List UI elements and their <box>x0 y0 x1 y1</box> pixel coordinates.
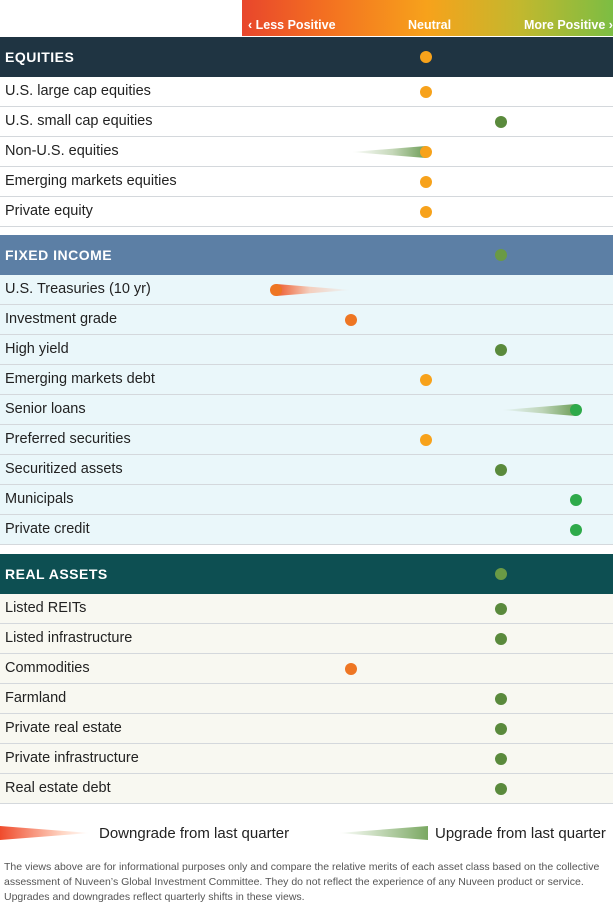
asset-row: Preferred securities <box>0 425 613 455</box>
asset-row: Listed infrastructure <box>0 624 613 654</box>
asset-row: Emerging markets equities <box>0 167 613 197</box>
rating-dot-1-5 <box>420 434 432 446</box>
sentiment-scale-bar <box>242 0 613 36</box>
asset-row: Securitized assets <box>0 455 613 485</box>
rating-dot-2-6 <box>495 783 507 795</box>
scale-neutral-label: Neutral <box>408 18 452 32</box>
legend-upgrade-label: Upgrade from last quarter <box>435 825 606 842</box>
asset-row: Municipals <box>0 485 613 515</box>
asset-row: Private infrastructure <box>0 744 613 774</box>
legend-downgrade-swatch <box>0 826 90 840</box>
rating-dot-0-2 <box>420 146 432 158</box>
rating-dot-0-3 <box>420 176 432 188</box>
asset-row: U.S. small cap equities <box>0 107 613 137</box>
section-header-2: REAL ASSETS <box>0 554 613 594</box>
legend-upgrade-swatch <box>338 826 428 840</box>
asset-row: Private real estate <box>0 714 613 744</box>
footnote: The views above are for informational pu… <box>4 861 600 903</box>
rating-dot-2-4 <box>495 723 507 735</box>
asset-row: High yield <box>0 335 613 365</box>
rating-dot-0-4 <box>420 206 432 218</box>
asset-row: Listed REITs <box>0 594 613 624</box>
asset-row: U.S. large cap equities <box>0 77 613 107</box>
asset-row: Real estate debt <box>0 774 613 804</box>
asset-row: Non-U.S. equities <box>0 137 613 167</box>
asset-row: Emerging markets debt <box>0 365 613 395</box>
rating-dot-2-0 <box>495 603 507 615</box>
section-rating-dot-2 <box>495 568 507 580</box>
rating-dot-1-1 <box>345 314 357 326</box>
asset-row: Farmland <box>0 684 613 714</box>
rating-dot-2-1 <box>495 633 507 645</box>
rating-dot-2-3 <box>495 693 507 705</box>
legend-downgrade-label: Downgrade from last quarter <box>99 825 290 842</box>
rating-dot-1-8 <box>570 524 582 536</box>
rating-dot-1-4 <box>570 404 582 416</box>
rating-dot-1-3 <box>420 374 432 386</box>
scale-more-positive-label: More Positive › <box>524 18 613 32</box>
section-rating-dot-1 <box>495 249 507 261</box>
rating-dot-0-1 <box>495 116 507 128</box>
scale-less-positive-label: ‹ Less Positive <box>248 18 336 32</box>
asset-row: Private credit <box>0 515 613 545</box>
rating-dot-1-7 <box>570 494 582 506</box>
rating-dot-1-2 <box>495 344 507 356</box>
rating-dot-2-5 <box>495 753 507 765</box>
asset-row: Investment grade <box>0 305 613 335</box>
section-header-0: EQUITIES <box>0 37 613 77</box>
asset-row: Private equity <box>0 197 613 227</box>
rating-dot-1-6 <box>495 464 507 476</box>
asset-row: Commodities <box>0 654 613 684</box>
rating-dot-0-0 <box>420 86 432 98</box>
rating-dot-1-0 <box>270 284 282 296</box>
section-header-1: FIXED INCOME <box>0 235 613 275</box>
rating-dot-2-2 <box>345 663 357 675</box>
section-rating-dot-0 <box>420 51 432 63</box>
